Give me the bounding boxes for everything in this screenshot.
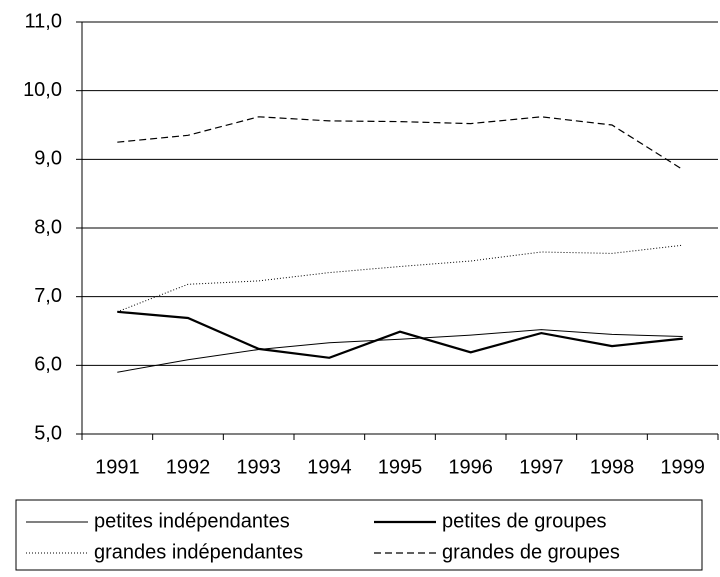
y-tick-label: 11,0 xyxy=(25,10,62,32)
legend-box xyxy=(15,499,703,571)
x-tick-label: 1995 xyxy=(378,456,423,478)
x-tick-label: 1999 xyxy=(660,456,705,478)
y-tick-label: 9,0 xyxy=(34,148,62,170)
legend-label: grandes de groupes xyxy=(442,541,620,563)
y-tick-label: 8,0 xyxy=(34,216,62,238)
legend-label: petites indépendantes xyxy=(94,510,290,532)
x-tick-label: 1996 xyxy=(448,456,493,478)
y-tick-label: 10,0 xyxy=(23,79,62,101)
y-tick-label: 5,0 xyxy=(34,422,62,444)
y-tick-label: 6,0 xyxy=(34,354,62,376)
line-series xyxy=(117,329,683,373)
x-tick-label: 1992 xyxy=(166,456,211,478)
legend-label: grandes indépendantes xyxy=(94,541,303,563)
line-series xyxy=(117,310,683,359)
x-tick-label: 1994 xyxy=(307,456,352,478)
x-tick-label: 1998 xyxy=(590,456,635,478)
y-tick-label: 7,0 xyxy=(34,285,62,307)
x-tick-label: 1991 xyxy=(95,456,140,478)
line-series xyxy=(117,244,683,313)
x-tick-label: 1993 xyxy=(236,456,281,478)
legend-label: petites de groupes xyxy=(442,510,607,532)
x-tick-label: 1997 xyxy=(519,456,564,478)
line-series xyxy=(117,116,684,171)
